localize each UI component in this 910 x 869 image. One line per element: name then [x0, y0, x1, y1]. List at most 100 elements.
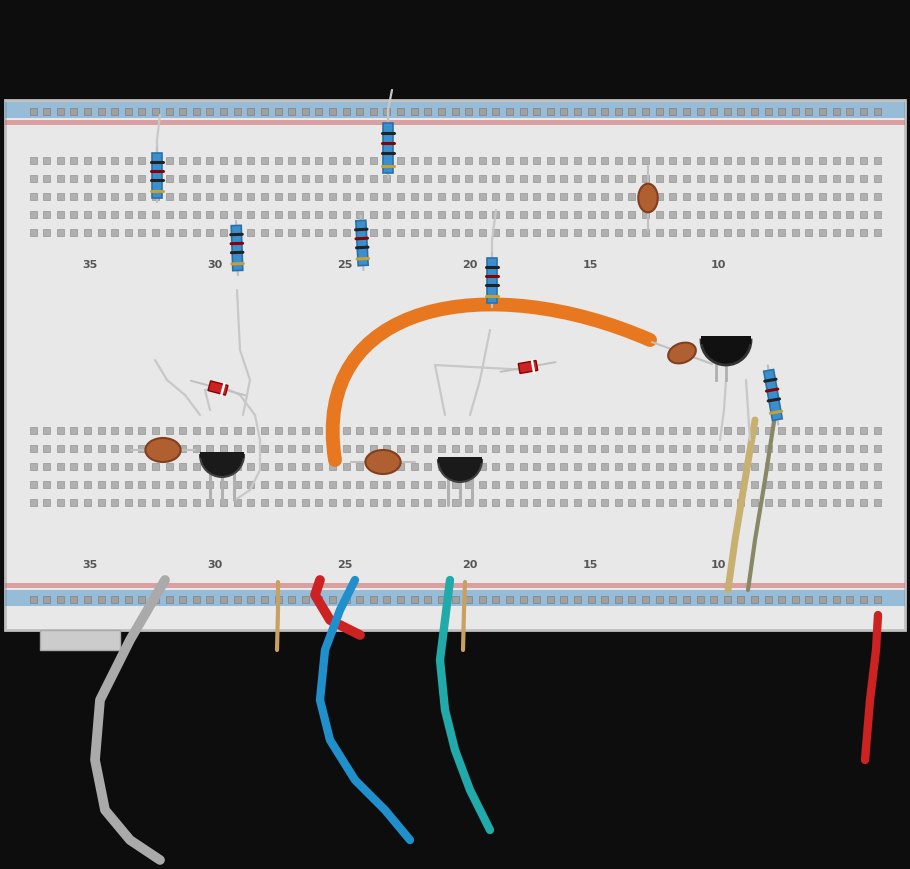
Bar — [302, 108, 308, 115]
Bar — [207, 156, 214, 163]
Bar — [792, 596, 799, 603]
Bar — [56, 596, 64, 603]
Bar — [819, 427, 826, 434]
Bar — [561, 108, 568, 115]
Bar — [642, 499, 649, 506]
Bar — [369, 596, 377, 603]
Bar — [369, 481, 377, 488]
Bar — [602, 427, 608, 434]
Bar — [111, 462, 118, 469]
Bar — [656, 193, 662, 200]
Bar — [574, 427, 581, 434]
Bar — [369, 229, 377, 235]
Bar — [629, 193, 635, 200]
Bar — [424, 210, 431, 217]
Bar — [533, 229, 541, 235]
Bar — [723, 193, 731, 200]
Text: 20: 20 — [462, 560, 478, 570]
Bar — [547, 193, 554, 200]
Bar — [43, 427, 50, 434]
Bar — [43, 108, 50, 115]
Bar — [316, 596, 322, 603]
Bar — [356, 462, 363, 469]
Bar — [316, 445, 322, 452]
Bar — [84, 229, 91, 235]
Bar — [805, 427, 813, 434]
Bar — [465, 596, 472, 603]
Bar — [819, 499, 826, 506]
Bar — [574, 108, 581, 115]
Bar — [792, 175, 799, 182]
Bar — [111, 175, 118, 182]
Bar — [29, 427, 36, 434]
Bar — [874, 499, 881, 506]
Bar — [588, 462, 594, 469]
Bar — [723, 210, 731, 217]
Bar — [656, 445, 662, 452]
Bar — [574, 596, 581, 603]
Bar — [561, 462, 568, 469]
Bar — [248, 193, 254, 200]
Bar — [874, 229, 881, 235]
Bar — [410, 445, 418, 452]
Bar — [179, 462, 187, 469]
Bar — [383, 108, 390, 115]
Bar — [5, 583, 905, 588]
Bar — [43, 596, 50, 603]
Bar — [506, 427, 513, 434]
Bar — [424, 175, 431, 182]
Bar — [833, 427, 840, 434]
Bar — [670, 175, 676, 182]
Bar — [248, 499, 254, 506]
Bar — [710, 108, 717, 115]
Bar — [506, 462, 513, 469]
Bar — [833, 193, 840, 200]
Bar — [805, 445, 813, 452]
Bar — [615, 481, 622, 488]
Bar — [533, 210, 541, 217]
Bar — [602, 481, 608, 488]
Bar — [152, 499, 159, 506]
Bar — [696, 210, 703, 217]
Bar — [97, 108, 105, 115]
Bar — [342, 445, 349, 452]
Bar — [424, 229, 431, 235]
Bar — [424, 481, 431, 488]
Bar — [764, 156, 772, 163]
Bar — [778, 596, 785, 603]
Bar — [152, 210, 159, 217]
Bar — [220, 462, 228, 469]
Bar — [833, 462, 840, 469]
Bar — [710, 462, 717, 469]
Bar — [656, 175, 662, 182]
Bar — [670, 596, 676, 603]
Bar — [479, 175, 486, 182]
Bar — [682, 596, 690, 603]
Bar — [179, 445, 187, 452]
Bar — [696, 175, 703, 182]
Bar — [43, 175, 50, 182]
Bar — [629, 462, 635, 469]
Bar — [424, 427, 431, 434]
Bar — [561, 445, 568, 452]
Bar — [574, 481, 581, 488]
Text: 25: 25 — [338, 260, 353, 270]
Bar — [710, 445, 717, 452]
Bar — [819, 481, 826, 488]
Bar — [261, 445, 268, 452]
Bar — [316, 175, 322, 182]
Bar — [792, 156, 799, 163]
Bar — [751, 462, 758, 469]
Text: 25: 25 — [338, 560, 353, 570]
Bar — [710, 210, 717, 217]
Bar — [751, 210, 758, 217]
Bar — [588, 229, 594, 235]
Bar — [547, 427, 554, 434]
Bar — [723, 427, 731, 434]
Bar — [819, 108, 826, 115]
Bar — [833, 210, 840, 217]
Bar — [533, 156, 541, 163]
Bar — [138, 445, 146, 452]
Bar — [97, 462, 105, 469]
Bar — [316, 108, 322, 115]
